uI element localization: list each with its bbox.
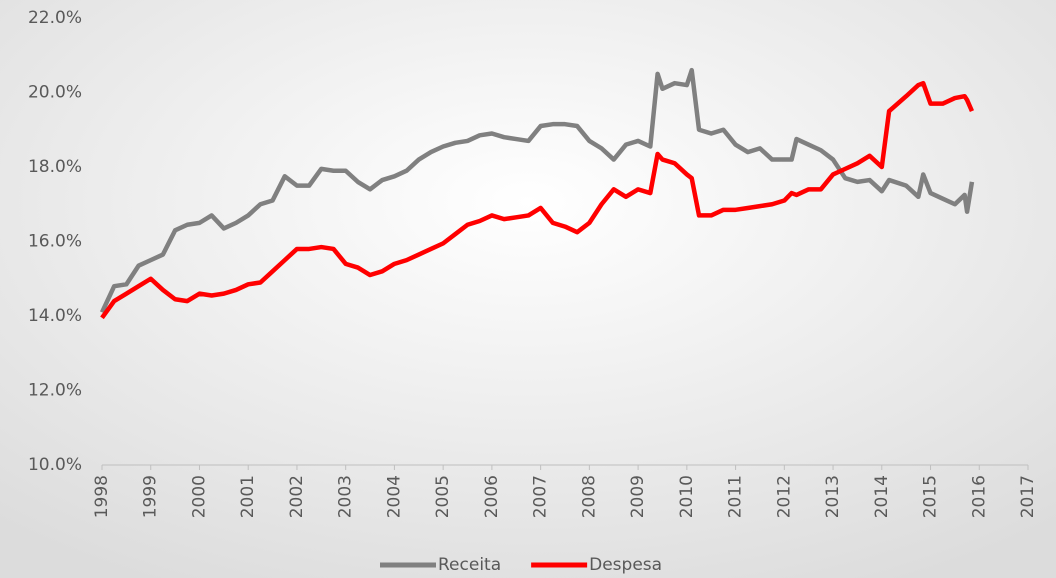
y-tick-label: 16.0% [28, 232, 82, 252]
y-tick-label: 20.0% [28, 83, 82, 103]
x-tick-label: 2012 [774, 475, 794, 518]
y-tick-label: 22.0% [28, 8, 82, 28]
series-line [100, 80, 975, 320]
x-tick-label: 2013 [823, 475, 843, 518]
x-tick-label: 2017 [1018, 475, 1038, 518]
x-tick-label: 2002 [287, 475, 307, 518]
x-tick-label: 1999 [141, 475, 161, 518]
x-tick-label: 2011 [726, 475, 746, 518]
x-tick-label: 2005 [433, 475, 453, 518]
x-tick-label: 2008 [579, 475, 599, 518]
x-tick-label: 2014 [872, 475, 892, 518]
x-tick-label: 2001 [238, 475, 258, 518]
y-tick-label: 14.0% [28, 306, 82, 326]
legend-label: Despesa [589, 555, 662, 575]
series-line [99, 67, 975, 314]
x-tick-label: 2006 [482, 475, 502, 518]
x-tick-label: 2016 [969, 475, 989, 518]
x-tick-label: 2004 [384, 475, 404, 518]
x-tick-label: 2000 [189, 475, 209, 518]
y-tick-label: 10.0% [28, 455, 82, 475]
x-tick-label: 2007 [531, 475, 551, 518]
x-tick-label: 2009 [628, 475, 648, 518]
y-tick-label: 12.0% [28, 381, 82, 401]
x-tick-label: 2010 [677, 475, 697, 518]
y-tick-label: 18.0% [28, 157, 82, 177]
x-tick-label: 1998 [92, 475, 112, 518]
x-tick-label: 2003 [336, 475, 356, 518]
legend-label: Receita [438, 555, 501, 575]
x-tick-label: 2015 [921, 475, 941, 518]
